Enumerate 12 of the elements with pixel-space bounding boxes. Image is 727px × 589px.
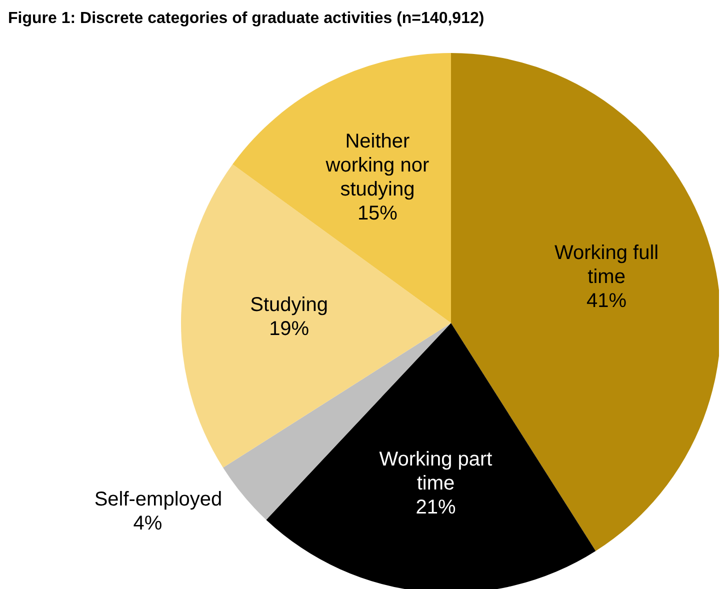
slice-label: Studying	[250, 294, 328, 316]
slice-label: Neither working nor studying	[324, 130, 430, 201]
data-label: 4%	[133, 512, 162, 535]
slice-label: Working full time	[554, 242, 659, 288]
slice-label: Self-employed	[94, 488, 222, 511]
slice-label: Working part time	[379, 448, 493, 495]
data-label: 15%	[357, 202, 398, 225]
data-label: 41%	[586, 290, 627, 312]
pie-slice	[232, 53, 451, 323]
data-label: 19%	[269, 318, 310, 340]
data-label: 21%	[416, 496, 456, 519]
chart-title: Figure 1: Discrete categories of graduate activities (n=140,912)	[8, 10, 484, 28]
